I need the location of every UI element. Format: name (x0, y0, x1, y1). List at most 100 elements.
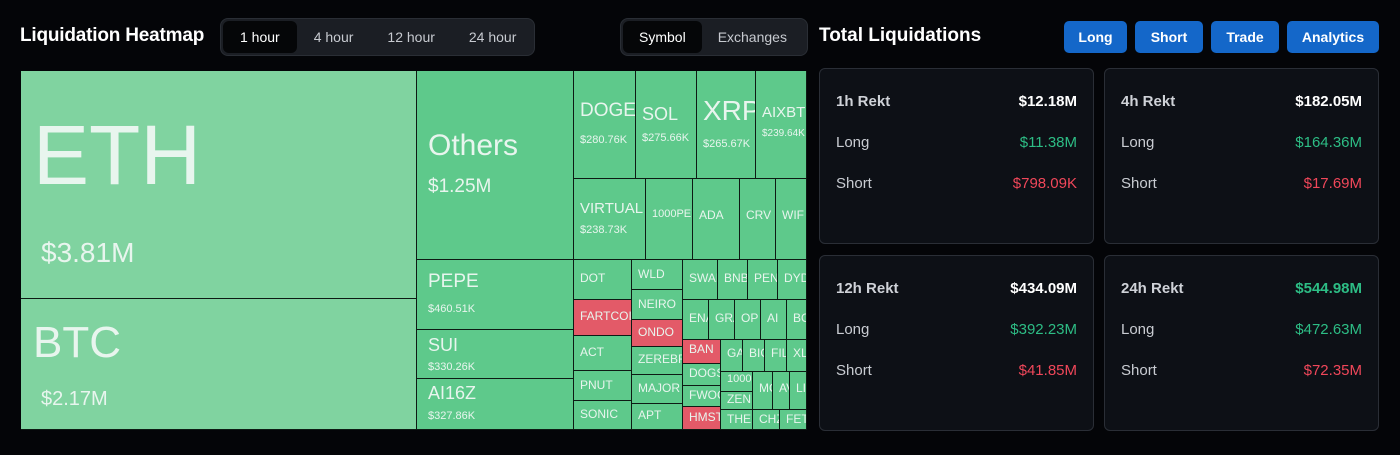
tile-value: $330.26K (428, 361, 476, 373)
rekt-total-value: $544.98M (1295, 280, 1362, 297)
heatmap-title: Liquidation Heatmap (20, 25, 205, 46)
trade-button[interactable]: Trade (1211, 21, 1279, 53)
short-value: $17.69M (1303, 175, 1362, 192)
heatmap-tile-dot[interactable]: DOT (574, 260, 632, 300)
tab-1-hour[interactable]: 1 hour (223, 21, 297, 53)
short-value: $72.35M (1303, 362, 1362, 379)
heatmap-tile-neiro[interactable]: NEIRO (632, 290, 683, 320)
total-liquidations-title: Total Liquidations (819, 25, 982, 46)
tile-symbol: BOME (793, 311, 806, 325)
heatmap-tile-fartcoin[interactable]: FARTCOIN (574, 300, 632, 336)
tile-symbol: FWOG (689, 388, 720, 402)
heatmap-tile-pnut[interactable]: PNUT (574, 371, 632, 401)
heatmap-tile-pengu[interactable]: PENGU (748, 260, 778, 300)
heatmap-tile-dogs[interactable]: DOGS (683, 364, 721, 386)
tile-value: $2.17M (41, 388, 108, 410)
heatmap-tile-wif[interactable]: WIF (776, 179, 807, 260)
heatmap-tile-sonic[interactable]: SONIC (574, 401, 632, 430)
long-value: $11.38M (1019, 134, 1077, 151)
tile-value: $327.86K (428, 410, 476, 422)
tile-symbol: AI (767, 311, 779, 325)
heatmap-tile-ai16z[interactable]: AI16Z $327.86K (417, 379, 574, 430)
heatmap-tile-dydx[interactable]: DYDX (778, 260, 807, 300)
tile-symbol: VIRTUAL (580, 200, 644, 217)
heatmap-tile-link[interactable]: LINK (790, 372, 807, 410)
tab-12-hour[interactable]: 12 hour (387, 29, 435, 45)
tile-symbol: LINK (796, 381, 807, 395)
analytics-button[interactable]: Analytics (1287, 21, 1379, 53)
heatmap-tile-move[interactable]: MOVE (753, 372, 773, 410)
tile-symbol: DOGS (689, 366, 721, 380)
tile-symbol: MAJOR (638, 381, 680, 395)
tab-24-hour[interactable]: 24 hour (468, 29, 517, 45)
tile-symbol: XLM (793, 346, 806, 360)
tile-value: $238.73K (580, 224, 628, 236)
heatmap-tile-grass[interactable]: GRASS (709, 300, 735, 340)
heatmap-tile-op[interactable]: OP (735, 300, 761, 340)
heatmap-tile-ada[interactable]: ADA (693, 179, 740, 260)
heatmap-tile-gala[interactable]: GALA (721, 340, 743, 372)
rekt-card-4h: 4h Rekt $182.05M Long $164.36M Short $17.69… (1104, 68, 1379, 244)
rekt-card-12h: 12h Rekt $434.09M Long $392.23M Short $41.8… (819, 255, 1094, 431)
short-label: Short (836, 175, 872, 192)
heatmap-tile-fet[interactable]: FET (780, 410, 807, 430)
tile-symbol: BIO (749, 346, 764, 360)
tile-symbol: PEPE (428, 271, 479, 292)
heatmap-tile-1000sats[interactable]: 1000SATS (721, 372, 753, 392)
heatmap-tile-major[interactable]: MAJOR (632, 375, 683, 404)
tab-exchanges[interactable]: Exchanges (717, 29, 787, 45)
heatmap-tile-avax[interactable]: AVAX (773, 372, 790, 410)
long-label: Long (836, 134, 870, 151)
heatmap-tile-zen[interactable]: ZEN (721, 392, 753, 410)
heatmap-tile-xrp[interactable]: XRP $265.67K (697, 71, 756, 179)
heatmap-tile-chz[interactable]: CHZ (753, 410, 780, 430)
tile-symbol: DOGE (580, 100, 636, 121)
heatmap-tile-fil[interactable]: FIL (765, 340, 787, 372)
heatmap-tile-others[interactable]: Others $1.25M (417, 71, 574, 260)
tab-symbol[interactable]: Symbol (623, 21, 702, 53)
heatmap-tile-1000pepe[interactable]: 1000PEPE (646, 179, 693, 260)
tile-symbol: AI16Z (428, 383, 477, 403)
heatmap-tile-apt[interactable]: APT (632, 404, 683, 430)
tile-symbol: 1000SATS (727, 373, 752, 385)
heatmap-tile-the[interactable]: THE (721, 410, 753, 430)
tile-value: $1.25M (428, 176, 492, 197)
heatmap-tile-btc[interactable]: BTC $2.17M (21, 299, 417, 430)
heatmap-tile-ban[interactable]: BAN (683, 340, 721, 364)
short-label: Short (1121, 175, 1157, 192)
tile-symbol: Others (428, 129, 519, 162)
heatmap-tile-ena[interactable]: ENA (683, 300, 709, 340)
tab-4-hour[interactable]: 4 hour (313, 29, 354, 45)
heatmap-tile-eth[interactable]: ETH $3.81M (21, 71, 417, 299)
heatmap-tile-bio[interactable]: BIO (743, 340, 765, 372)
short-button[interactable]: Short (1135, 21, 1203, 53)
heatmap-tile-ai[interactable]: AI (761, 300, 787, 340)
heatmap-tile-crv[interactable]: CRV (740, 179, 776, 260)
heatmap-tile-doge[interactable]: DOGE $280.76K (574, 71, 636, 179)
heatmap-tile-xlm[interactable]: XLM (787, 340, 807, 372)
heatmap-tile-ondo[interactable]: ONDO (632, 320, 683, 347)
heatmap-tile-act[interactable]: ACT (574, 336, 632, 371)
heatmap-tile-aixbt[interactable]: AIXBT $239.64K (756, 71, 807, 179)
long-button[interactable]: Long (1064, 21, 1127, 53)
tile-symbol: SWARMS (689, 271, 717, 285)
heatmap-tile-sui[interactable]: SUI $330.26K (417, 330, 574, 379)
heatmap-tile-hmstr[interactable]: HMSTR (683, 407, 721, 430)
heatmap-tile-sol[interactable]: SOL $275.66K (636, 71, 697, 179)
heatmap-tile-zerebro[interactable]: ZEREBRO (632, 347, 683, 375)
heatmap-tile-bnb[interactable]: BNB (718, 260, 748, 300)
heatmap-tile-pepe[interactable]: PEPE $460.51K (417, 260, 574, 330)
view-mode-selector: Symbol Exchanges (620, 18, 808, 56)
heatmap-tile-bome[interactable]: BOME (787, 300, 807, 340)
tile-symbol: ADA (699, 208, 724, 222)
heatmap-tile-fwog[interactable]: FWOG (683, 386, 721, 407)
heatmap-tile-virtual[interactable]: VIRTUAL $238.73K (574, 179, 646, 260)
tile-symbol: FIL (771, 346, 787, 360)
rekt-card-1h: 1h Rekt $12.18M Long $11.38M Short $798.09K (819, 68, 1094, 244)
heatmap-tile-wld[interactable]: WLD (632, 260, 683, 290)
tile-value: $280.76K (580, 134, 628, 146)
tile-symbol: MOVE (759, 381, 772, 395)
tile-symbol: BAN (689, 342, 714, 356)
heatmap-tile-swarms[interactable]: SWARMS (683, 260, 718, 300)
